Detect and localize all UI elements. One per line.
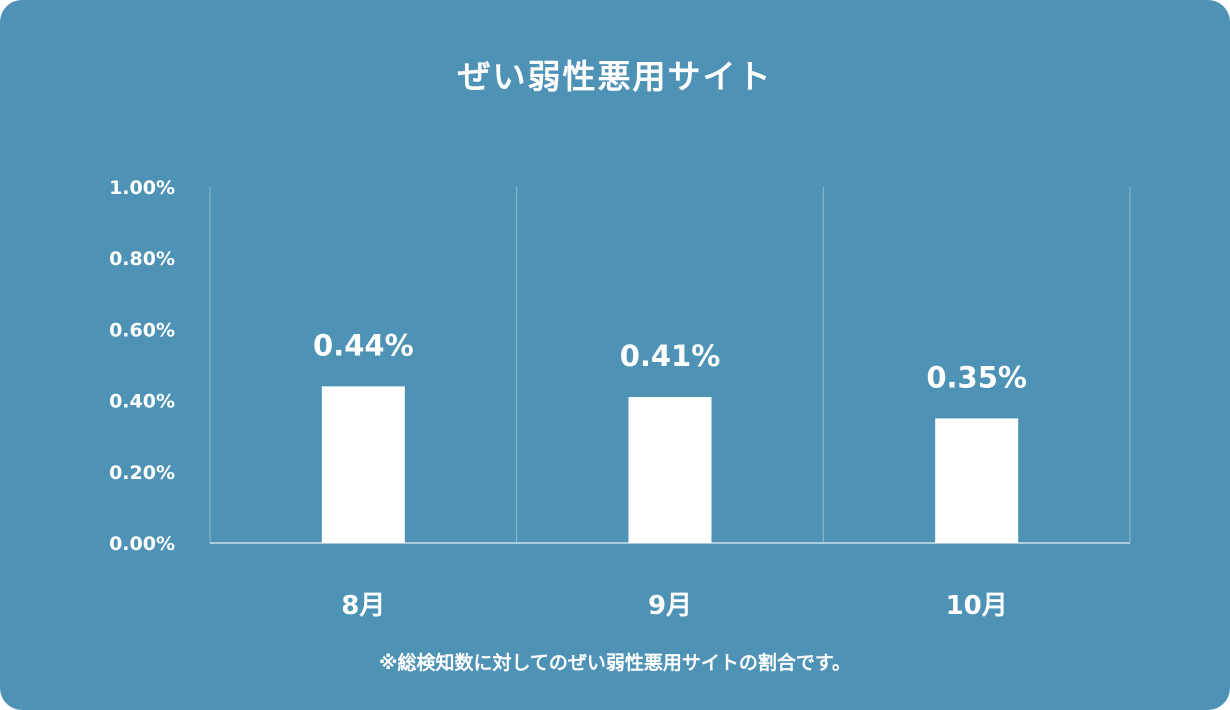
x-tick-label: 8月 <box>341 591 385 621</box>
value-label: 0.35% <box>926 360 1027 394</box>
y-tick-label: 0.00% <box>109 533 175 555</box>
x-tick-label: 10月 <box>946 591 1008 621</box>
y-tick-label: 0.40% <box>109 391 175 413</box>
chart-footnote: ※総検知数に対してのぜい弱性悪用サイトの割合です。 <box>378 652 851 674</box>
y-tick-label: 1.00% <box>109 177 175 199</box>
chart-title: ぜい弱性悪用サイト <box>457 57 773 96</box>
x-axis-ticks: 8月 9月 10月 <box>341 591 1007 621</box>
bar <box>321 386 405 543</box>
bars <box>321 386 1019 543</box>
value-label: 0.41% <box>620 339 721 373</box>
bar <box>935 418 1019 543</box>
x-tick-label: 9月 <box>648 591 692 621</box>
y-axis-ticks: 0.00% 0.20% 0.40% 0.60% 0.80% 1.00% <box>109 177 175 555</box>
bar <box>628 397 712 543</box>
value-label: 0.44% <box>313 328 414 362</box>
value-labels: 0.44% 0.41% 0.35% <box>313 328 1027 394</box>
y-tick-label: 0.80% <box>109 248 175 270</box>
y-tick-label: 0.60% <box>109 319 175 341</box>
y-tick-label: 0.20% <box>109 462 175 484</box>
